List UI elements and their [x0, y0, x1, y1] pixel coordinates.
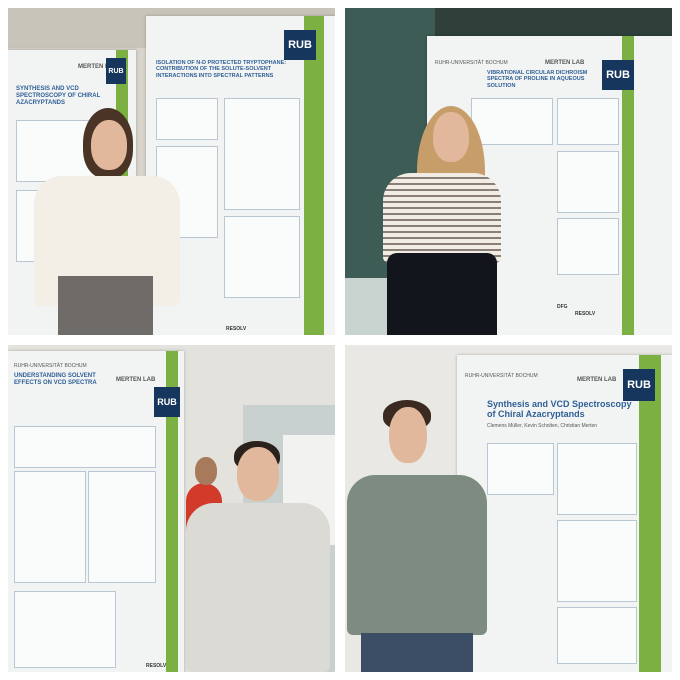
funder-logo: DFG: [557, 304, 568, 310]
poster-figure: [557, 151, 619, 213]
poster-figure: [88, 471, 156, 583]
footer-logo: RESOLV: [146, 663, 167, 669]
rub-logo: RUB: [284, 30, 316, 60]
poster-stripe: [304, 16, 324, 335]
poster-title: SYNTHESIS AND VCD SPECTROSCOPY OF CHIRAL…: [16, 86, 101, 106]
poster-figure: [487, 443, 554, 495]
lab-name: MERTEN LAB: [116, 377, 156, 383]
poster-stripe: [166, 351, 178, 672]
head: [195, 457, 217, 485]
footer-logo: RESOLV: [575, 311, 596, 317]
poster-figure: [224, 98, 300, 210]
poster-figure: [557, 218, 619, 275]
poster-figure: [156, 98, 218, 140]
poster-figure: [224, 216, 300, 298]
rub-logo: RUB: [154, 387, 180, 417]
poster-figure: [557, 520, 637, 602]
head: [433, 112, 469, 162]
head: [91, 120, 127, 170]
jeans: [361, 633, 473, 672]
lab-name: MERTEN LAB: [577, 377, 617, 383]
skirt: [58, 276, 153, 335]
poster: RUHR-UNIVERSITÄT BOCHUM MERTEN LAB RUB U…: [8, 351, 184, 672]
photo-panel: RUHR-UNIVERSITÄT BOCHUM MERTEN LAB RUB U…: [8, 345, 335, 672]
skirt: [387, 253, 497, 335]
poster-title: VIBRATIONAL CIRCULAR DICHROISM SPECTRA O…: [487, 70, 588, 89]
t-shirt: [347, 475, 487, 635]
university: RUHR-UNIVERSITÄT BOCHUM: [435, 60, 508, 66]
university: RUHR-UNIVERSITÄT BOCHUM: [465, 373, 538, 379]
lab-name: MERTEN LAB: [545, 60, 585, 66]
poster-title: Synthesis and VCD Spectroscopy of Chiral…: [487, 399, 632, 420]
head: [237, 447, 279, 501]
poster-figure: [557, 607, 637, 664]
poster-figure: [14, 426, 156, 468]
poster-title: UNDERSTANDING SOLVENT EFFECTS ON VCD SPE…: [14, 373, 97, 386]
poster-figure: [14, 471, 86, 583]
photo-panel: RUHR-UNIVERSITÄT BOCHUM MERTEN LAB RUB V…: [345, 8, 672, 335]
poster-stripe: [622, 36, 634, 335]
shirt: [186, 503, 330, 672]
footer-logo: RESOLV: [226, 326, 247, 332]
poster-title: ISOLATION OF N-D PROTECTED TRYPTOPHANE: …: [156, 60, 287, 79]
poster-authors: Clemens Müller, Kevin Scholten, Christia…: [487, 423, 598, 429]
poster-figure: [557, 443, 637, 515]
rub-logo: RUB: [106, 58, 126, 84]
photo-panel: MERTEN LAB RUB SYNTHESIS AND VCD SPECTRO…: [8, 8, 335, 335]
lab-name: MERTEN LAB: [78, 64, 118, 70]
photo-panel: RUHR-UNIVERSITÄT BOCHUM MERTEN LAB RUB S…: [345, 345, 672, 672]
poster-figure: [471, 98, 553, 145]
poster-figure: [14, 591, 116, 668]
rub-logo: RUB: [623, 369, 655, 401]
poster-figure: [557, 98, 619, 145]
rub-logo: RUB: [602, 60, 634, 90]
poster-stripe: [639, 355, 661, 672]
university: RUHR-UNIVERSITÄT BOCHUM: [14, 363, 87, 369]
striped-shirt: [383, 173, 501, 263]
poster: RUHR-UNIVERSITÄT BOCHUM MERTEN LAB RUB S…: [457, 355, 672, 672]
head: [389, 407, 427, 463]
